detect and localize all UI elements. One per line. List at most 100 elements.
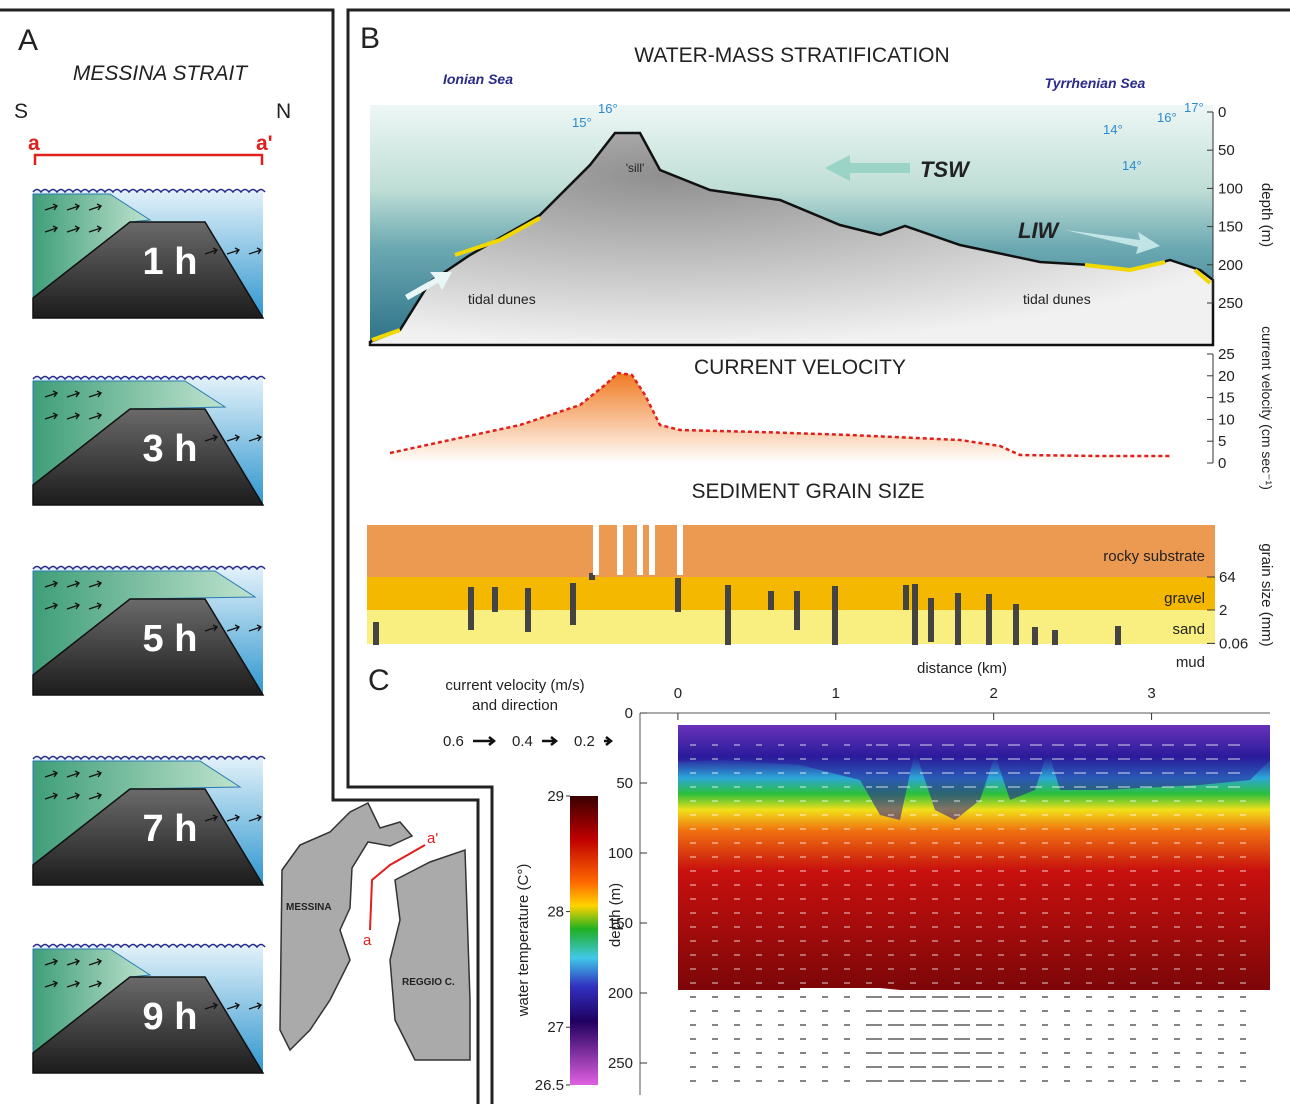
tick-label: 50 [1218, 142, 1235, 159]
isotherm-label: 14° [1103, 122, 1123, 137]
isotherm-label: 16° [1157, 110, 1177, 125]
tidal-stage: 3 h [33, 377, 265, 506]
tick-label: 150 [608, 915, 633, 932]
stage-label: 5 h [143, 618, 198, 660]
city-label: REGGIO C. [402, 977, 455, 988]
tick-label: 0.06 [1219, 635, 1248, 652]
velocity-area [390, 373, 1170, 463]
axis-label: current velocity (cm sec⁻¹) [1259, 326, 1275, 490]
sample-bar [725, 585, 731, 645]
tick-label: 2 [990, 685, 998, 702]
outcrop-gap [637, 525, 643, 575]
sample-bar [675, 578, 681, 612]
tick-label: 0 [1218, 455, 1226, 472]
section-title: SEDIMENT GRAIN SIZE [692, 480, 925, 503]
tick-label: 20 [1218, 368, 1235, 385]
section-end: a' [427, 830, 438, 847]
calabria-coast [390, 850, 470, 1060]
panel-title: MESSINA STRAIT [73, 62, 249, 85]
sample-bar [832, 586, 838, 645]
map: MESSINA REGGIO C. a a' [280, 803, 470, 1060]
class-label: rocky substrate [1103, 548, 1205, 565]
class-label: sand [1172, 621, 1205, 638]
sea-label: Ionian Sea [443, 71, 513, 87]
panel-label: B [360, 22, 380, 55]
tick-label: 150 [1218, 219, 1243, 236]
tick-label: 27 [547, 1019, 564, 1036]
tick-label: 0 [674, 685, 682, 702]
sample-bar [468, 587, 474, 630]
legend-label: 0.2 [574, 733, 595, 750]
stage-label: 9 h [143, 996, 198, 1038]
sample-bar [912, 584, 918, 645]
tidal-stage: 1 h [33, 190, 265, 319]
dune-label: tidal dunes [468, 291, 536, 307]
class-label: mud [1176, 654, 1205, 671]
tick-label: 200 [608, 985, 633, 1002]
axis-label: grain size (mm) [1258, 543, 1275, 646]
sample-bar [373, 622, 379, 645]
south-label: S [14, 100, 28, 123]
outcrop-gap [677, 525, 683, 575]
sample-bar [768, 591, 774, 610]
tick-label: 1 [832, 685, 840, 702]
legend-label: 0.4 [512, 733, 533, 750]
tick-label: 64 [1219, 569, 1236, 586]
water-mass: LIW [1018, 218, 1061, 243]
panel-b: B WATER-MASS STRATIFICATION Ionian Sea T… [360, 22, 1275, 677]
sample-bar [525, 588, 531, 632]
sample-bar [1115, 626, 1121, 645]
tick-label: 5 [1218, 433, 1226, 450]
tidal-stage: 7 h [33, 757, 265, 886]
tick-label: 25 [1218, 346, 1235, 363]
tidal-stage: 9 h [33, 945, 265, 1074]
sample-bar [1032, 627, 1038, 645]
rocky-band [367, 525, 1215, 577]
tick-label: 3 [1147, 685, 1155, 702]
colorbar [570, 796, 598, 1085]
water-mass: TSW [920, 157, 971, 182]
outcrop-gap [617, 525, 623, 575]
section-end: a' [256, 132, 273, 155]
stage-label: 3 h [143, 428, 198, 470]
section-start: a [363, 932, 372, 949]
stage-label: 1 h [143, 241, 198, 283]
isotherm-label: 15° [572, 115, 592, 130]
tick-label: 100 [1218, 180, 1243, 197]
tick-label: 250 [608, 1055, 633, 1072]
legend-arrow [604, 737, 611, 745]
figure: A MESSINA STRAIT S N a a' 1 h 3 h 5 h 7 h 9 … [0, 0, 1290, 1104]
tick-label: 0 [625, 705, 633, 722]
tick-label: 26.5 [535, 1077, 564, 1094]
section-start: a [28, 132, 40, 155]
panel-label: A [18, 24, 38, 57]
panel-a: A MESSINA STRAIT S N a a' 1 h 3 h 5 h 7 h 9 … [14, 24, 291, 1073]
sample-bar [492, 587, 498, 612]
north-label: N [276, 100, 291, 123]
isotherm-label: 17° [1184, 100, 1204, 115]
tick-label: 10 [1218, 411, 1235, 428]
tick-label: 100 [608, 845, 633, 862]
city-label: MESSINA [286, 902, 332, 913]
tick-label: 29 [547, 788, 564, 805]
section-title: CURRENT VELOCITY [694, 356, 906, 379]
no-data [678, 988, 1270, 1095]
sample-bar [986, 594, 992, 645]
sample-bar [570, 583, 576, 625]
legend-arrow [542, 737, 556, 745]
axis-label: distance (km) [917, 660, 1007, 677]
dune-label: tidal dunes [1023, 291, 1091, 307]
tick-label: 50 [616, 775, 633, 792]
tidal-stage: 5 h [33, 567, 265, 696]
sample-bar [955, 593, 961, 645]
sample-bar [1013, 604, 1019, 645]
legend-title: current velocity (m/s) [445, 677, 584, 694]
outcrop-gap [593, 525, 599, 575]
tick-label: 28 [547, 904, 564, 921]
tick-label: 0 [1218, 104, 1226, 121]
panel-label: C [368, 664, 390, 697]
sea-label: Tyrrhenian Sea [1045, 75, 1146, 91]
panel-c: C current velocity (m/s) and direction 0… [368, 664, 1270, 1095]
tick-label: 2 [1219, 602, 1227, 619]
